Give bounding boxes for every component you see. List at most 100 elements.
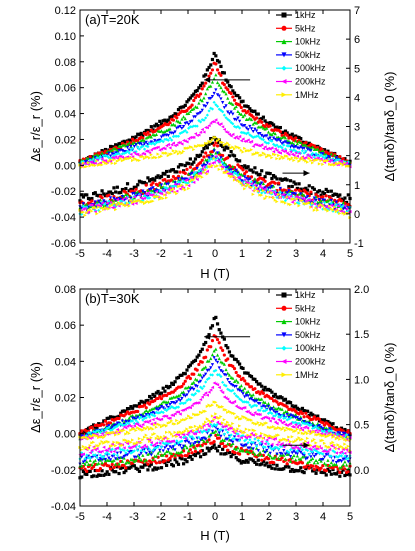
data-point	[343, 161, 347, 165]
data-point	[185, 460, 189, 464]
data-point	[185, 146, 189, 150]
data-point	[187, 440, 191, 444]
y-tick-label-left: 0.02	[55, 393, 76, 405]
data-point	[226, 96, 230, 100]
data-point	[258, 402, 262, 406]
data-point	[304, 411, 308, 415]
data-point	[181, 393, 186, 397]
data-point	[227, 119, 232, 123]
data-point	[243, 406, 247, 410]
data-point	[163, 177, 167, 182]
data-point	[127, 431, 131, 435]
data-point	[302, 453, 306, 458]
data-point	[265, 187, 269, 191]
data-point	[329, 454, 333, 458]
data-point	[107, 452, 111, 456]
data-point	[288, 401, 293, 405]
data-point	[95, 153, 99, 157]
data-point	[246, 460, 250, 464]
data-point	[193, 144, 198, 148]
data-point	[343, 437, 347, 442]
data-point	[207, 428, 211, 432]
data-point	[288, 194, 293, 198]
y-tick-label-right: 1.0	[354, 374, 369, 386]
data-point	[173, 453, 177, 457]
data-point	[290, 184, 294, 189]
data-point	[198, 130, 203, 134]
data-point	[120, 419, 125, 423]
data-point	[124, 438, 128, 442]
data-point	[185, 416, 189, 421]
data-point	[192, 412, 196, 416]
data-point	[305, 461, 310, 465]
data-point	[226, 165, 230, 169]
data-point	[114, 423, 118, 427]
data-point	[97, 205, 101, 209]
data-point	[200, 167, 204, 172]
data-point	[278, 130, 282, 134]
data-point	[80, 455, 84, 459]
data-point	[178, 393, 182, 397]
x-tick-label: -1	[183, 248, 193, 260]
data-point	[227, 409, 232, 414]
data-point	[246, 182, 250, 187]
data-point	[115, 440, 119, 445]
data-point	[100, 439, 104, 444]
data-point	[260, 120, 264, 124]
series-1kHz	[78, 51, 352, 205]
data-point	[290, 414, 294, 418]
data-point	[105, 470, 109, 474]
data-point	[282, 143, 286, 147]
data-point	[190, 403, 194, 407]
data-point	[251, 447, 255, 451]
data-point	[205, 422, 209, 427]
legend-marker	[281, 359, 287, 364]
data-point	[243, 379, 247, 383]
data-point	[322, 206, 327, 211]
data-point	[204, 81, 208, 85]
data-point	[219, 434, 223, 438]
data-point	[119, 190, 123, 195]
data-point	[93, 161, 97, 165]
data-point	[163, 434, 167, 439]
data-point	[95, 432, 99, 437]
data-point	[114, 208, 118, 212]
data-point	[192, 172, 196, 176]
data-point	[263, 442, 267, 446]
data-point	[231, 354, 235, 358]
data-point	[163, 446, 167, 450]
data-point	[210, 68, 215, 72]
data-point	[333, 433, 337, 437]
data-point	[112, 440, 116, 444]
data-point	[173, 430, 177, 435]
data-point	[151, 181, 155, 185]
data-point	[232, 427, 237, 431]
data-point	[339, 465, 344, 469]
data-point	[217, 416, 221, 420]
data-point	[253, 152, 257, 156]
data-point	[139, 413, 143, 418]
data-point	[146, 452, 150, 456]
data-point	[316, 465, 320, 470]
data-point	[238, 175, 242, 179]
data-point	[314, 441, 318, 445]
data-point	[244, 390, 249, 395]
data-point	[183, 401, 187, 405]
data-point	[214, 315, 218, 320]
data-point	[231, 145, 235, 149]
data-point	[168, 152, 172, 156]
data-point	[214, 433, 218, 438]
y-tick-label-right: 1.5	[354, 329, 369, 341]
data-point	[232, 399, 237, 404]
data-point	[215, 353, 220, 357]
data-point	[98, 155, 102, 159]
data-point	[299, 198, 303, 202]
data-point	[288, 203, 293, 207]
data-point	[107, 424, 111, 428]
data-point	[146, 188, 150, 193]
data-point	[212, 135, 216, 140]
data-point	[283, 457, 288, 461]
data-point	[148, 156, 152, 160]
data-point	[166, 448, 170, 452]
data-point	[144, 445, 148, 449]
